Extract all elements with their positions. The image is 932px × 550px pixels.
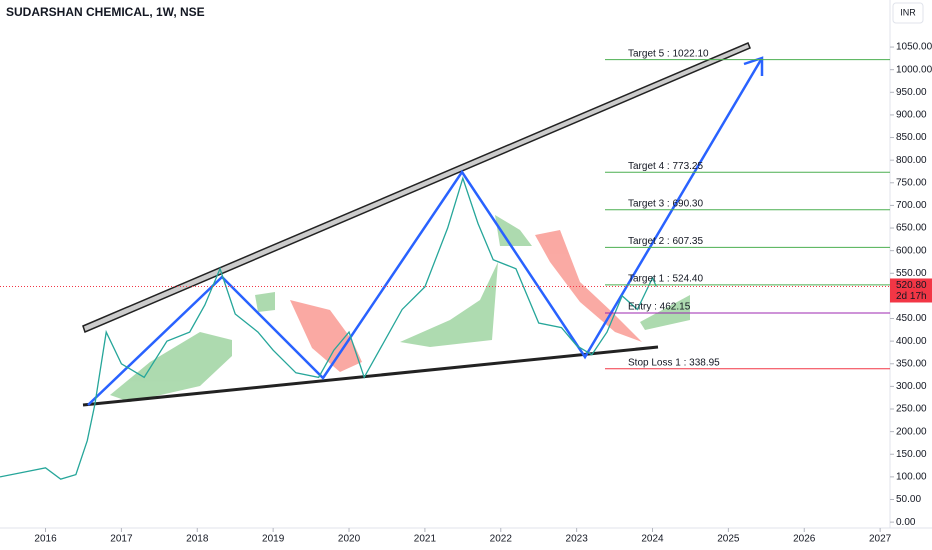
currency-button[interactable] xyxy=(892,2,924,24)
price-line xyxy=(0,176,657,480)
arrow-head xyxy=(743,56,764,76)
cloud-red xyxy=(535,230,642,342)
level-label: Target 4 : 773.25 xyxy=(628,161,703,172)
x-tick-label: 2023 xyxy=(566,534,589,545)
y-tick-label: 50.00 xyxy=(896,494,921,505)
x-tick-label: 2016 xyxy=(34,534,57,545)
last-price-label: 520.80 xyxy=(896,280,927,291)
cloud-green xyxy=(110,332,232,402)
x-tick-label: 2018 xyxy=(186,534,209,545)
x-tick-label: 2022 xyxy=(490,534,513,545)
x-tick-label: 2020 xyxy=(338,534,361,545)
lower-channel xyxy=(82,345,659,407)
y-tick-label: 550.00 xyxy=(896,268,927,279)
chart-title: SUDARSHAN CHEMICAL, 1W, NSE xyxy=(6,5,205,19)
level-label: Target 5 : 1022.10 xyxy=(628,48,709,59)
cloud-green xyxy=(400,262,498,347)
y-tick-label: 1050.00 xyxy=(896,42,932,53)
plot xyxy=(0,176,657,480)
x-tick-label: 2019 xyxy=(262,534,285,545)
x-tick-label: 2027 xyxy=(869,534,892,545)
x-tick-label: 2017 xyxy=(110,534,133,545)
level-label: Target 3 : 690.30 xyxy=(628,198,703,209)
level-label: Stop Loss 1 : 338.95 xyxy=(628,357,720,368)
zigzag xyxy=(87,57,764,406)
y-tick-label: 300.00 xyxy=(896,381,927,392)
x-tick-label: 2026 xyxy=(793,534,816,545)
level-label: Target 2 : 607.35 xyxy=(628,236,703,247)
y-tick-label: 150.00 xyxy=(896,449,927,460)
cloud-red xyxy=(290,300,362,372)
cloud-green xyxy=(495,215,532,246)
y-tick-label: 100.00 xyxy=(896,472,927,483)
x-tick-label: 2024 xyxy=(641,534,664,545)
y-tick-label: 400.00 xyxy=(896,336,927,347)
cloud-green xyxy=(255,292,275,312)
y-tick-label: 950.00 xyxy=(896,87,927,98)
y-tick-label: 200.00 xyxy=(896,426,927,437)
y-tick-label: 650.00 xyxy=(896,223,927,234)
y-tick-label: 450.00 xyxy=(896,313,927,324)
y-tick-label: 750.00 xyxy=(896,177,927,188)
y-tick-label: 250.00 xyxy=(896,404,927,415)
y-tick-label: 700.00 xyxy=(896,200,927,211)
y-tick-label: 350.00 xyxy=(896,358,927,369)
y-tick-label: 900.00 xyxy=(896,110,927,121)
level-label: Entry : 462.15 xyxy=(628,302,691,313)
cloud xyxy=(110,215,690,402)
x-tick-label: 2025 xyxy=(717,534,740,545)
currency-label[interactable]: INR xyxy=(900,7,916,17)
y-tick-label: 800.00 xyxy=(896,155,927,166)
y-tick-label: 1000.00 xyxy=(896,64,932,75)
countdown-label: 2d 17h xyxy=(896,291,927,302)
y-tick-label: 850.00 xyxy=(896,132,927,143)
upper-channel xyxy=(82,42,751,334)
y-tick-label: 0.00 xyxy=(896,517,916,528)
level-label: Target 1 : 524.40 xyxy=(628,273,703,284)
x-tick-label: 2021 xyxy=(414,534,437,545)
last-price-tag xyxy=(890,278,932,303)
cloud-green xyxy=(640,295,690,330)
y-tick-label: 600.00 xyxy=(896,245,927,256)
